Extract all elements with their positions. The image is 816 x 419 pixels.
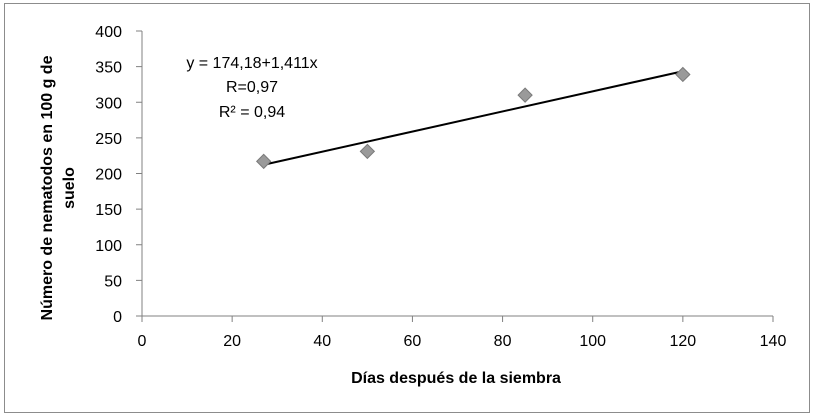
y-tick-label: 150 [95,202,122,219]
y-axis-ticks: 0 50 100 150 200 250 300 350 400 [95,24,142,326]
y-tick-label: 350 [95,60,122,77]
y-tick-label: 200 [95,167,122,184]
r2-annotation: R² = 0,94 [219,104,285,121]
data-point [359,143,376,160]
x-tick-label: 120 [670,333,697,350]
y-axis-title-line-2: suelo [61,167,78,209]
x-tick-label: 140 [760,333,787,350]
y-tick-label: 0 [113,309,122,326]
data-point [255,153,272,170]
y-tick-label: 50 [104,273,122,290]
y-tick-label: 300 [95,95,122,112]
x-axis-ticks: 0 20 40 60 80 100 120 140 [138,316,787,350]
chart-frame [4,3,810,413]
x-axis-title: Días después de la siembra [351,370,561,387]
y-axis-title: Número de nematodos en 100 g de suelo [39,55,78,320]
x-tick-label: 20 [223,333,241,350]
x-tick-label: 60 [404,333,422,350]
trendline [263,70,684,166]
y-tick-label: 250 [95,131,122,148]
x-tick-label: 40 [313,333,331,350]
x-tick-label: 0 [138,333,147,350]
x-tick-label: 80 [494,333,512,350]
x-tick-label: 100 [579,333,606,350]
y-axis-title-line-1: Número de nematodos en 100 g de [39,55,56,320]
data-points [255,66,691,170]
y-tick-label: 100 [95,238,122,255]
equation-annotation: y = 174,18+1,411x [186,55,317,72]
y-tick-label: 400 [95,24,122,41]
data-point [517,87,533,103]
r-annotation: R=0,97 [226,79,278,96]
data-point [675,66,691,83]
